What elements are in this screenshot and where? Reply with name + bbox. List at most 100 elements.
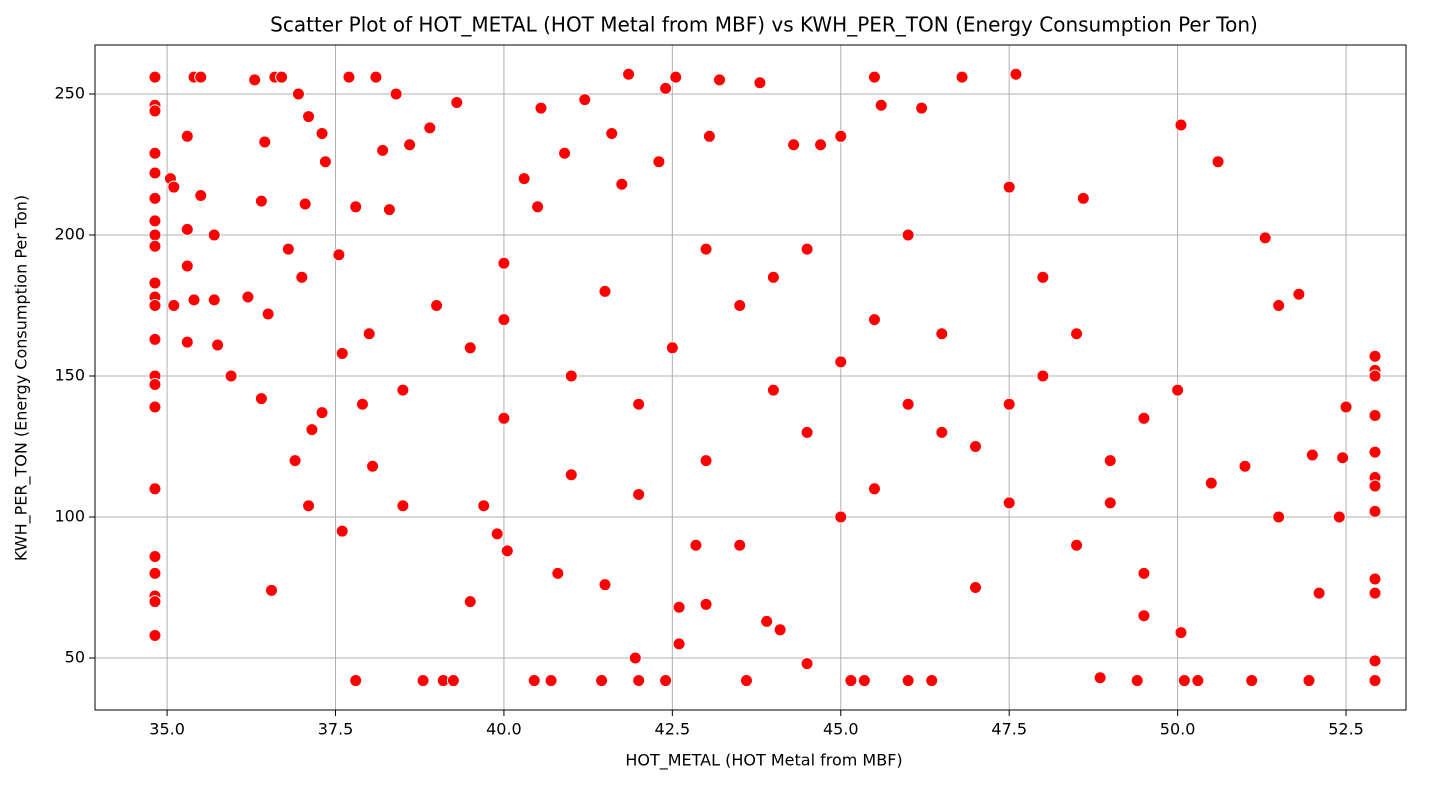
point	[1339, 400, 1353, 414]
point	[969, 440, 983, 454]
point	[416, 674, 430, 688]
point	[901, 397, 915, 411]
point	[733, 538, 747, 552]
point	[632, 487, 646, 501]
point	[874, 98, 888, 112]
point	[180, 129, 194, 143]
point	[148, 214, 162, 228]
point	[497, 411, 511, 425]
point	[814, 138, 828, 152]
point	[672, 600, 686, 614]
point	[1002, 180, 1016, 194]
point	[760, 614, 774, 628]
point	[148, 191, 162, 205]
point	[1174, 626, 1188, 640]
point	[1368, 674, 1382, 688]
point	[766, 270, 780, 284]
point	[148, 239, 162, 253]
point	[1009, 67, 1023, 81]
point	[369, 70, 383, 84]
y-tick-label: 250	[54, 84, 85, 103]
point	[1368, 408, 1382, 422]
point	[148, 595, 162, 609]
point	[702, 129, 716, 143]
point	[1368, 369, 1382, 383]
point	[366, 459, 380, 473]
point	[699, 597, 713, 611]
point	[1305, 448, 1319, 462]
point	[207, 293, 221, 307]
point	[148, 228, 162, 242]
point	[659, 81, 673, 95]
point	[925, 674, 939, 688]
point	[295, 270, 309, 284]
point	[699, 454, 713, 468]
point	[248, 73, 262, 87]
point	[497, 256, 511, 270]
y-tick-label: 150	[54, 366, 85, 385]
point	[632, 397, 646, 411]
point	[315, 126, 329, 140]
point	[148, 299, 162, 313]
point	[224, 369, 238, 383]
point	[534, 101, 548, 115]
point	[389, 87, 403, 101]
x-axis-label: HOT_METAL (HOT Metal from MBF)	[625, 751, 902, 771]
y-axis-label: KWH_PER_TON (Energy Consumption Per Ton)	[12, 195, 32, 561]
point	[713, 73, 727, 87]
point	[1130, 674, 1144, 688]
point	[1302, 674, 1316, 688]
point	[265, 583, 279, 597]
point	[615, 177, 629, 191]
point	[628, 651, 642, 665]
point	[517, 172, 531, 186]
point	[1036, 369, 1050, 383]
point	[551, 566, 565, 580]
point	[167, 180, 181, 194]
point	[578, 93, 592, 107]
y-tick-label: 200	[54, 225, 85, 244]
point	[1368, 349, 1382, 363]
point	[1103, 496, 1117, 510]
point	[659, 674, 673, 688]
point	[332, 248, 346, 262]
point	[148, 482, 162, 496]
point	[148, 549, 162, 563]
point	[598, 284, 612, 298]
x-tick-label: 45.0	[823, 720, 859, 739]
point	[1312, 586, 1326, 600]
point	[148, 104, 162, 118]
point	[382, 203, 396, 217]
point	[867, 313, 881, 327]
x-tick-label: 50.0	[1160, 720, 1196, 739]
point	[834, 355, 848, 369]
point	[598, 578, 612, 592]
point	[564, 369, 578, 383]
point	[477, 499, 491, 513]
point	[148, 276, 162, 290]
point	[302, 110, 316, 124]
x-tick-label: 52.5	[1328, 720, 1364, 739]
point	[787, 138, 801, 152]
point	[652, 155, 666, 169]
point	[1191, 674, 1205, 688]
point	[800, 425, 814, 439]
point	[254, 194, 268, 208]
x-tick-label: 40.0	[486, 720, 522, 739]
point	[349, 674, 363, 688]
point	[834, 510, 848, 524]
point	[1171, 383, 1185, 397]
point	[1070, 538, 1084, 552]
point	[335, 346, 349, 360]
point	[194, 189, 208, 203]
point	[867, 70, 881, 84]
point	[558, 146, 572, 160]
point	[753, 76, 767, 90]
point	[857, 674, 871, 688]
point	[1368, 654, 1382, 668]
point	[291, 87, 305, 101]
point	[1093, 671, 1107, 685]
point	[318, 155, 332, 169]
point	[1002, 397, 1016, 411]
